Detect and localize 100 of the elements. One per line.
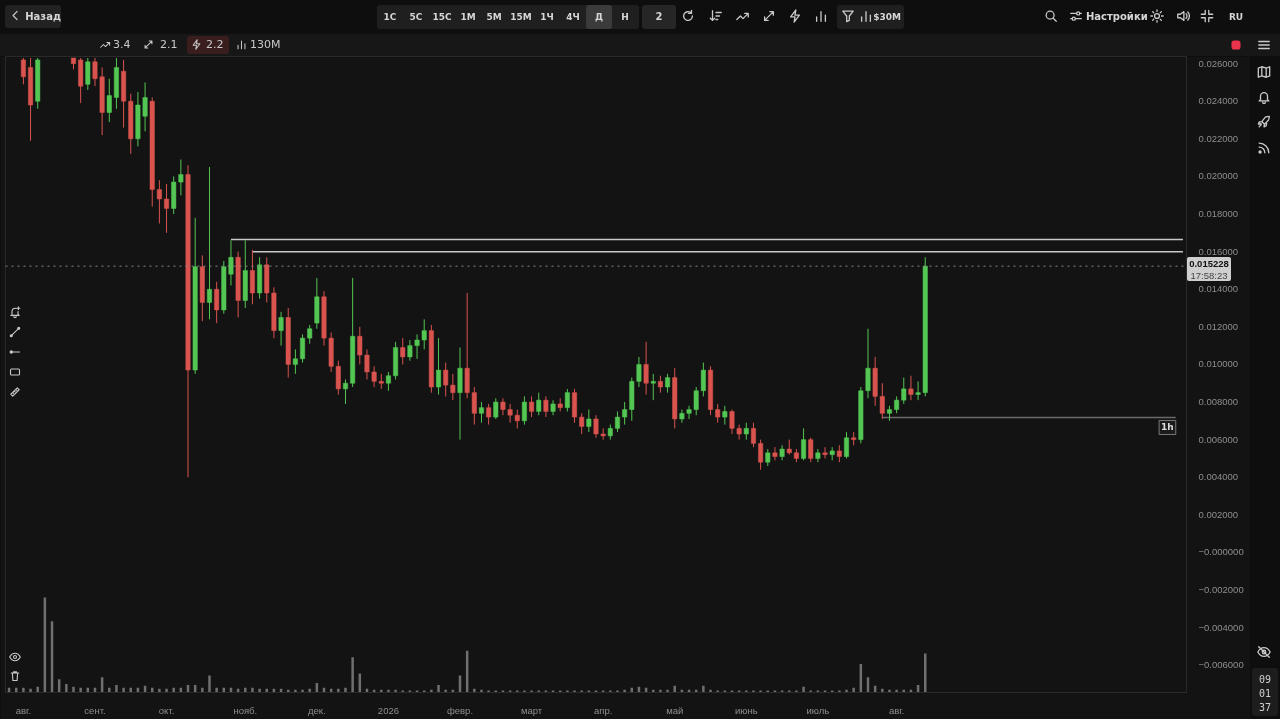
text: Настройки [1086,10,1148,24]
text: 3.4 [113,37,131,53]
bar [659,689,662,692]
candlestick [536,392,542,416]
bar [251,687,254,692]
text: 15М [509,11,533,24]
candlestick [85,57,91,91]
text: 5С [408,11,424,24]
bar [430,689,433,692]
x-tick-label: 2026 [377,704,399,716]
candlestick [20,57,26,85]
bar [444,689,447,692]
candlestick [443,362,449,397]
candlestick [307,324,313,345]
bar [22,687,25,692]
bar [65,683,68,692]
candlestick [815,448,821,463]
text: RU [1227,11,1245,24]
candlestick [249,249,255,305]
y-tick-label: 0.008000 [1198,396,1239,408]
y-tick-label: 0.016000 [1198,245,1239,257]
bar [265,688,268,692]
x-tick-label: нояб. [233,704,258,716]
bar [344,687,347,692]
bar [215,687,218,692]
candlestick [493,397,499,420]
candlestick [543,395,549,418]
candlestick [593,414,599,439]
x-tick-label: апр. [593,704,613,716]
candlestick [343,378,348,405]
x-tick-label: март [520,704,543,716]
candlestick [865,328,871,399]
bar [888,689,891,692]
candlestick [164,183,170,234]
bar [258,688,261,692]
candlestick [722,405,728,426]
candlestick [758,439,764,471]
text: Назад [5,5,61,28]
candlestick [450,373,456,401]
bar [895,689,898,692]
bar [852,687,855,692]
text: Д [586,5,612,29]
bar [709,689,712,692]
y-tick-label: 0.006000 [1198,433,1239,445]
x-tick-label: июль [806,704,830,716]
bar [72,686,75,692]
y-tick-label: 0.002000 [1198,508,1239,520]
bar [394,689,397,692]
candlestick [622,401,628,426]
series-label: 1h [1161,422,1174,433]
bar [673,685,676,692]
bar [308,688,311,692]
candlestick [521,395,527,426]
x-tick-label: авг. [15,704,32,716]
candlestick [615,410,620,433]
bar [437,684,440,692]
bar [666,689,669,692]
candlestick [486,403,492,426]
bar [172,687,175,692]
bar [623,689,626,692]
text: 1С [382,11,398,24]
candlestick [901,377,907,405]
text: 15С [431,11,453,24]
y-tick-label: 0.022000 [1198,132,1239,144]
bar [36,686,39,692]
candlestick [214,281,220,324]
bar [165,688,168,692]
text: 17:58:23 [1189,269,1229,281]
x-tick-label: июнь [735,704,758,716]
bar [301,689,304,692]
candlestick [300,333,306,364]
bar [115,684,118,692]
y-tick-label: 0.026000 [1198,57,1239,69]
bar [802,686,805,692]
candlestick [822,446,828,459]
bar [387,689,390,692]
ref-line-label: 0.015228 [1188,258,1230,270]
text: 1Ч [539,11,555,24]
candlestick [207,166,212,320]
text: $30M [872,11,902,24]
candlestick [586,409,592,433]
candlestick [357,326,363,365]
bar [652,689,655,692]
candlestick [364,348,370,380]
bar [79,687,82,692]
text: 2.1 [160,37,178,53]
candlestick [715,403,721,424]
text: 4Ч [565,11,581,24]
candlestick [529,395,535,418]
y-tick-label: 0.018000 [1198,208,1239,220]
bar [702,685,705,692]
text: 09 [1257,673,1272,687]
bar [208,675,211,692]
x-tick-label: сент. [84,704,106,716]
candlestick [808,437,814,463]
candlestick [400,337,406,365]
candlestick [772,446,778,461]
x-tick-label: май [666,704,684,716]
bar [294,689,297,692]
bar [924,653,927,692]
